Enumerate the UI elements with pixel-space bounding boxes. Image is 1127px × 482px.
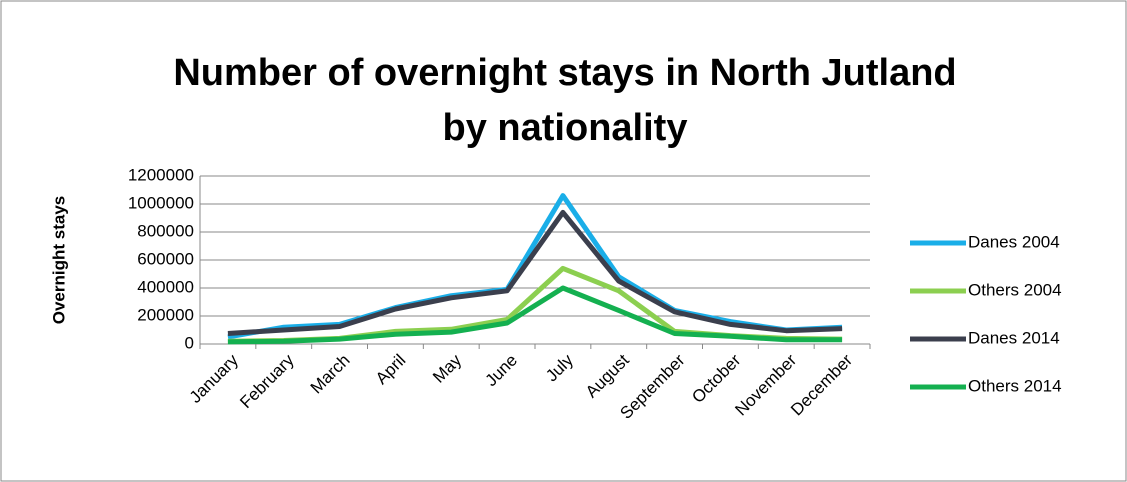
y-tick-label: 400000 [137, 277, 194, 296]
chart-title: Number of overnight stays in North Jutla… [173, 52, 956, 94]
y-tick-label: 200000 [137, 305, 194, 324]
data-line [227, 209, 843, 336]
legend-label: Others 2004 [968, 280, 1062, 299]
y-tick-label: 1000000 [128, 193, 194, 212]
legend-label: Others 2014 [968, 376, 1062, 395]
chart-title: by nationality [443, 107, 688, 149]
y-tick-label: 800000 [137, 221, 194, 240]
y-axis-label: Overnight stays [49, 196, 68, 325]
y-tick-label: 0 [185, 333, 194, 352]
legend-label: Danes 2004 [968, 232, 1060, 251]
legend-label: Danes 2014 [968, 328, 1060, 347]
y-tick-label: 600000 [137, 249, 194, 268]
data-line [227, 285, 843, 345]
y-tick-label: 1200000 [128, 165, 194, 184]
